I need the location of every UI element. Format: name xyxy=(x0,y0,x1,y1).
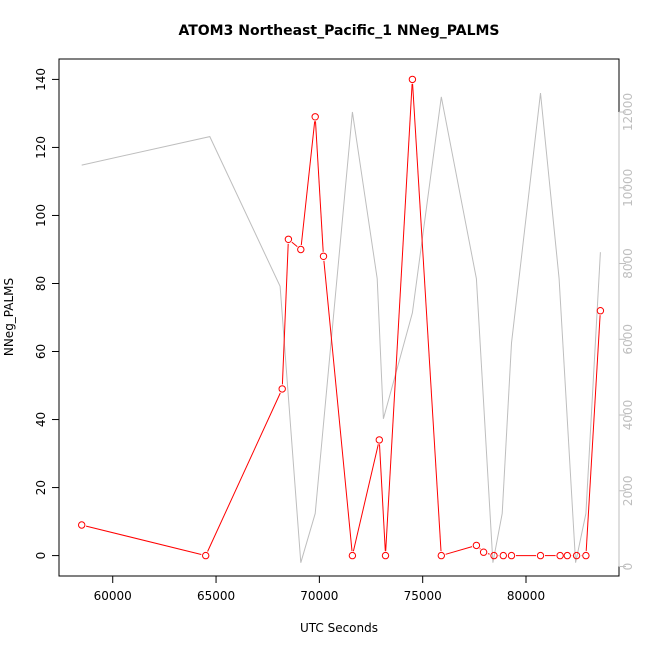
data-point xyxy=(536,551,545,560)
y-tick-label: 0 xyxy=(34,552,48,560)
primary-series-segment xyxy=(85,525,202,555)
y-axis-label: NNeg_PALMS xyxy=(2,278,16,356)
x-tick-label: 65000 xyxy=(197,589,235,603)
secondary-series-line xyxy=(81,93,601,563)
y-tick-label: 80 xyxy=(34,276,48,291)
primary-series-segment xyxy=(412,83,442,552)
data-point xyxy=(348,551,357,560)
y-tick-label: 140 xyxy=(34,68,48,91)
data-point xyxy=(507,551,516,560)
data-point xyxy=(297,245,305,254)
x-axis-label: UTC Seconds xyxy=(300,621,378,635)
data-point xyxy=(408,75,417,84)
data-point xyxy=(596,307,605,315)
x-tick-label: 80000 xyxy=(507,589,545,603)
y-tick-label: 20 xyxy=(34,480,48,495)
data-point xyxy=(572,551,581,560)
right-y-axis: 0 2000 4000 6000 8000 10000 12000 xyxy=(618,93,635,571)
right-y-tick-label: 10000 xyxy=(621,169,635,207)
data-point xyxy=(319,252,328,260)
primary-series-segment xyxy=(291,241,298,247)
primary-series-segment xyxy=(479,548,481,550)
primary-series-segment xyxy=(585,315,601,552)
x-axis: 60000 65000 70000 75000 80000 xyxy=(94,575,545,603)
data-point xyxy=(582,551,590,560)
data-point xyxy=(381,551,390,560)
right-y-tick-label: 4000 xyxy=(621,400,635,431)
y-tick-label: 40 xyxy=(34,412,48,427)
data-point xyxy=(556,551,564,560)
y-axis: 0 20 40 60 80 100 120 140 xyxy=(34,68,60,560)
primary-series-segment xyxy=(487,553,490,555)
secondary-series xyxy=(81,93,601,563)
data-point xyxy=(490,551,498,560)
data-point xyxy=(499,551,507,560)
data-point xyxy=(472,541,481,550)
primary-series-segment xyxy=(379,444,386,552)
primary-series-segment xyxy=(207,392,281,552)
chart-title: ATOM3 Northeast_Pacific_1 NNeg_PALMS xyxy=(178,23,499,39)
primary-series-segment xyxy=(445,546,473,555)
right-y-tick-label: 12000 xyxy=(621,93,635,131)
right-y-tick-label: 8000 xyxy=(621,248,635,279)
y-tick-label: 60 xyxy=(34,344,48,359)
primary-series-segment xyxy=(385,83,413,552)
primary-series-segment xyxy=(315,121,324,252)
x-tick-label: 70000 xyxy=(300,589,338,603)
primary-series-segment xyxy=(300,121,316,246)
y-tick-label: 120 xyxy=(34,136,48,159)
data-point xyxy=(479,548,488,556)
primary-series-segment xyxy=(323,260,353,552)
right-y-tick-label: 2000 xyxy=(621,476,635,507)
data-point xyxy=(311,113,319,121)
x-tick-label: 60000 xyxy=(94,589,132,603)
primary-series-segment xyxy=(281,243,289,385)
data-point xyxy=(375,436,383,444)
primary-series xyxy=(78,75,605,560)
data-point xyxy=(563,551,571,560)
data-point xyxy=(278,385,286,393)
x-tick-label: 75000 xyxy=(404,589,442,603)
y-tick-label: 100 xyxy=(34,204,48,227)
data-point xyxy=(437,551,445,560)
data-point xyxy=(284,235,293,244)
right-y-tick-label: 0 xyxy=(621,563,635,571)
primary-series-segment xyxy=(352,444,379,552)
right-y-tick-label: 6000 xyxy=(621,324,635,355)
data-point xyxy=(202,551,210,560)
data-point xyxy=(78,521,86,529)
